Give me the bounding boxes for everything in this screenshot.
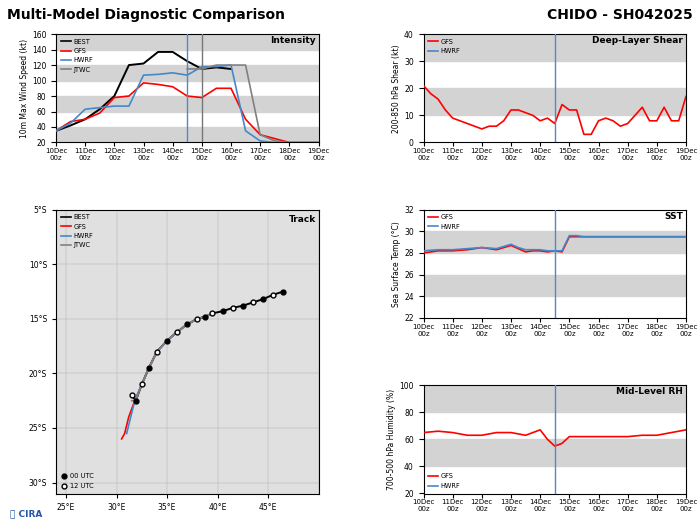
Bar	[56, 65, 318, 80]
Text: SST: SST	[664, 212, 683, 221]
Bar	[424, 34, 686, 61]
Legend: GFS, HWRF: GFS, HWRF	[427, 213, 462, 231]
Text: CHIDO - SH042025: CHIDO - SH042025	[547, 8, 693, 22]
Bar	[56, 34, 318, 49]
Legend: GFS, HWRF: GFS, HWRF	[427, 37, 462, 56]
Y-axis label: 10m Max Wind Speed (kt): 10m Max Wind Speed (kt)	[20, 39, 29, 138]
Y-axis label: 700-500 hPa Humidity (%): 700-500 hPa Humidity (%)	[388, 389, 396, 490]
Text: Ⓜ CIRA: Ⓜ CIRA	[10, 510, 43, 519]
Legend: 00 UTC, 12 UTC: 00 UTC, 12 UTC	[60, 472, 95, 490]
Legend: GFS, HWRF: GFS, HWRF	[427, 472, 462, 490]
Y-axis label: 200-850 hPa Shear (kt): 200-850 hPa Shear (kt)	[392, 44, 401, 133]
Bar	[56, 127, 318, 142]
Text: Track: Track	[288, 215, 316, 224]
Bar	[424, 439, 686, 466]
Legend: BEST, GFS, HWRF, JTWC: BEST, GFS, HWRF, JTWC	[60, 37, 94, 74]
Bar	[424, 385, 686, 412]
Bar	[56, 96, 318, 111]
Text: Mid-Level RH: Mid-Level RH	[617, 387, 683, 396]
Text: Intensity: Intensity	[270, 36, 316, 45]
Bar	[424, 275, 686, 296]
Bar	[424, 88, 686, 116]
Bar	[424, 232, 686, 253]
Text: Multi-Model Diagnostic Comparison: Multi-Model Diagnostic Comparison	[7, 8, 285, 22]
Text: Deep-Layer Shear: Deep-Layer Shear	[592, 36, 683, 45]
Y-axis label: Sea Surface Temp (°C): Sea Surface Temp (°C)	[392, 221, 401, 307]
